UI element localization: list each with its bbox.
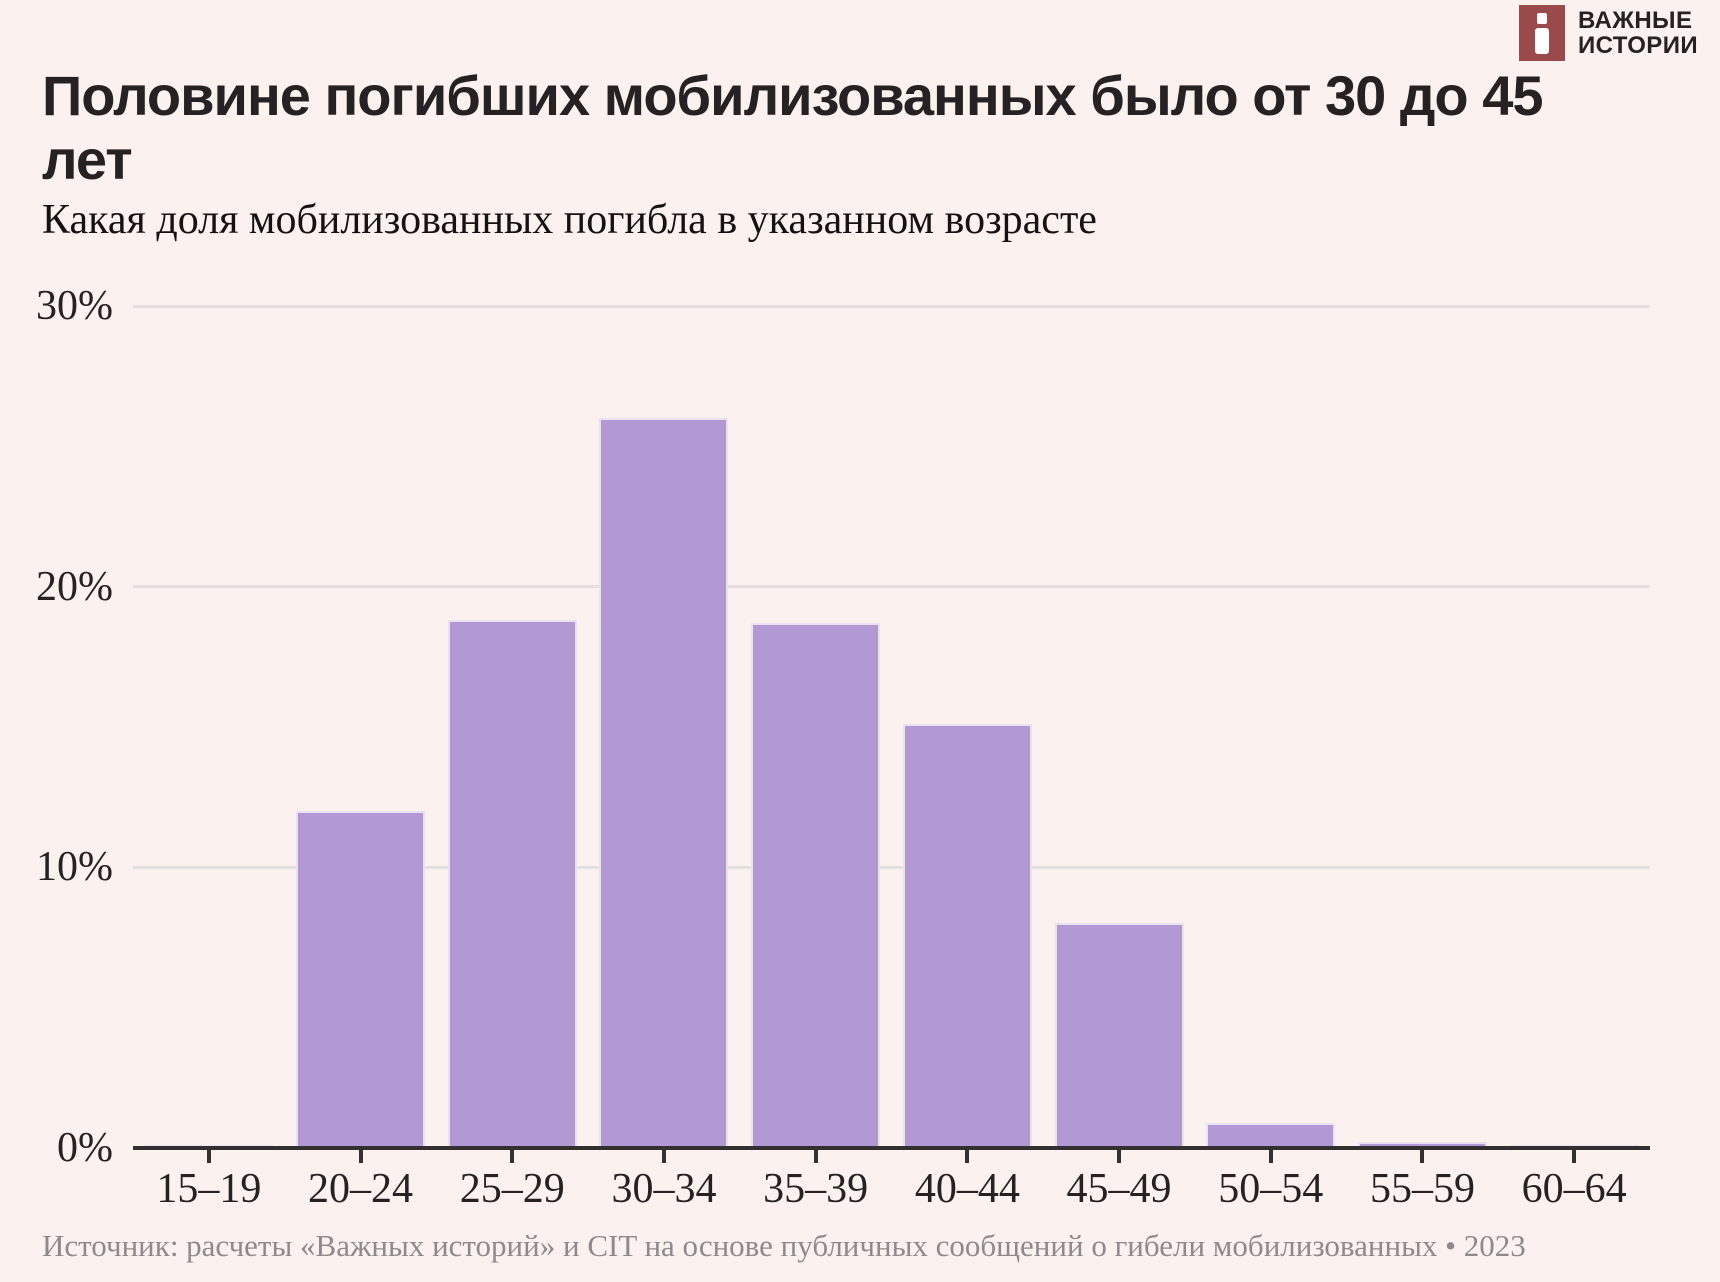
x-tick-mark	[358, 1150, 363, 1163]
x-tick-label: 40–44	[914, 1166, 1020, 1212]
x-tick-label: 35–39	[763, 1166, 869, 1212]
page-subtitle: Какая доля мобилизованных погибла в указ…	[42, 197, 1097, 243]
x-tick-label: 50–54	[1218, 1166, 1324, 1212]
y-tick-label: 10%	[36, 844, 113, 891]
x-tick-label: 55–59	[1369, 1166, 1475, 1212]
bar	[751, 623, 881, 1148]
x-tick-label: 60–64	[1521, 1166, 1627, 1212]
source-note: Источник: расчеты «Важных историй» и CIT…	[42, 1228, 1526, 1263]
bar	[599, 418, 729, 1148]
y-tick-label: 20%	[36, 563, 113, 610]
bar	[1054, 923, 1184, 1148]
brand-name: ВАЖНЫЕ ИСТОРИИ	[1578, 8, 1698, 58]
page-title-line1: Половине погибших мобилизованных было от…	[42, 64, 1544, 127]
y-gridline	[133, 304, 1650, 308]
brand-name-line1: ВАЖНЫЕ	[1577, 7, 1693, 34]
x-axis-line	[133, 1146, 1650, 1150]
x-tick-mark	[1117, 1150, 1122, 1163]
x-tick-label: 45–49	[1066, 1166, 1172, 1212]
bar	[1357, 1142, 1487, 1148]
bar	[1206, 1122, 1336, 1148]
info-icon-stem	[1534, 27, 1549, 54]
x-tick-mark	[510, 1150, 515, 1163]
bar	[902, 724, 1032, 1148]
x-tick-mark	[1420, 1150, 1425, 1163]
x-tick-mark	[1268, 1150, 1273, 1163]
x-tick-mark	[965, 1150, 970, 1163]
x-tick-label: 15–19	[156, 1166, 262, 1212]
x-tick-mark	[1572, 1150, 1577, 1163]
y-tick-label: 0%	[57, 1125, 113, 1171]
brand-name-line2: ИСТОРИИ	[1577, 32, 1698, 59]
plot-area: 0% 10% 20% 30% 15–19 20–24 25–29 30–34 35–39 40–4…	[36, 283, 1650, 1212]
x-tick-label: 20–24	[308, 1166, 414, 1212]
y-gridline	[133, 865, 1650, 869]
bar	[296, 811, 426, 1148]
x-tick-mark	[661, 1150, 666, 1163]
x-tick-mark	[813, 1150, 818, 1163]
y-gridline	[133, 585, 1650, 589]
brand-mark	[1518, 5, 1565, 61]
info-icon	[1536, 12, 1547, 24]
bar	[447, 620, 577, 1148]
x-tick-label: 30–34	[611, 1166, 717, 1212]
x-tick-mark	[206, 1150, 211, 1163]
page-title: Половине погибших мобилизованных было от…	[42, 64, 1662, 192]
x-tick-label: 25–29	[459, 1166, 565, 1212]
page-title-line2: лет	[42, 128, 133, 191]
brand-logo: ВАЖНЫЕ ИСТОРИИ	[1518, 5, 1698, 61]
y-tick-label: 30%	[36, 283, 113, 329]
